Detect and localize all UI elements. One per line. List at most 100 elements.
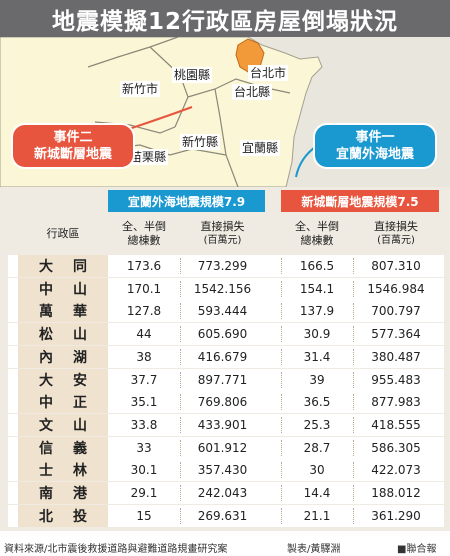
event1-callout: 事件一 宜蘭外海地震: [313, 123, 437, 169]
value-cell: 422.073: [371, 463, 421, 478]
value-cell: 166.5: [299, 259, 335, 273]
value-cell: 773.299: [197, 259, 248, 273]
column-header-label: 全、半倒: [295, 220, 339, 233]
column-divider: [281, 507, 282, 524]
table-row: 中正 35.1 769.806 36.5 877.983: [8, 391, 444, 414]
source-note: 資料來源/北市震後救援道路與避難道路規畫研究案: [4, 544, 228, 555]
table-row: 內湖 38 416.679 31.4 380.487: [8, 345, 444, 368]
column-divider: [353, 439, 354, 456]
value-cell: 807.310: [371, 259, 421, 273]
value-cell: 877.983: [371, 395, 421, 410]
column-divider: [353, 371, 354, 388]
value-cell: 25.3: [303, 417, 331, 432]
credit-note: 製表/黃驛淵: [287, 544, 341, 555]
table-row: 大安 37.7 897.771 39 955.483: [8, 368, 444, 391]
column-divider: [281, 348, 282, 365]
column-divider: [353, 462, 354, 479]
value-cell: 188.012: [371, 486, 421, 500]
value-cell: 1546.984: [367, 281, 425, 296]
footer: 資料來源/北市震後救援道路與避難道路規畫研究案 製表/黃驛淵 ■聯合報: [0, 536, 450, 556]
value-cell: 30: [309, 463, 325, 478]
map-label-hsinchu-county: 新竹縣: [180, 134, 221, 150]
value-cell: 15: [136, 508, 152, 523]
column-divider: [281, 439, 282, 456]
district-cell: 中山: [18, 277, 108, 300]
value-cell: 30.1: [130, 463, 158, 478]
column-divider: [180, 348, 181, 365]
column-header-sub: (百萬元): [377, 235, 415, 246]
map-label-hsinchu-city: 新竹市: [120, 81, 161, 97]
district-cell: 南港: [18, 482, 108, 504]
value-cell: 137.9: [299, 304, 335, 319]
event2-line2: 新城斷層地震: [33, 147, 112, 162]
map-panel: 桃園縣 台北市 新竹市 台北縣 新竹縣 宜蘭縣 苗栗縣 事件二 新城斷層地震 事…: [0, 37, 450, 187]
value-cell: 380.487: [371, 349, 421, 364]
value-cell: 38: [136, 349, 152, 364]
district-cell: 松山: [18, 323, 108, 346]
column-divider: [353, 280, 354, 297]
value-cell: 357.430: [197, 463, 248, 478]
value-cell: 14.4: [303, 486, 331, 500]
value-cell: 433.901: [197, 417, 248, 432]
damage-table: 宜蘭外海地震規模7.9 新城斷層地震規模7.5 行政區 全、半倒 總棟數 直接損…: [0, 187, 450, 531]
map-label-yilan: 宜蘭縣: [240, 140, 281, 156]
column-divider: [353, 348, 354, 365]
column-header-xincheng-loss: 直接損失 (百萬元): [353, 214, 439, 254]
column-header-sub: 總棟數: [300, 234, 334, 247]
column-header-label: 行政區: [46, 227, 80, 240]
value-cell: 700.797: [371, 304, 421, 319]
table-row: 北投 15 269.631 21.1 361.290: [8, 504, 444, 527]
value-cell: 242.043: [197, 486, 248, 500]
event2-callout: 事件二 新城斷層地震: [11, 123, 135, 169]
column-divider: [281, 462, 282, 479]
value-cell: 605.690: [197, 327, 248, 342]
table-row: 松山 44 605.690 30.9 577.364: [8, 323, 444, 346]
value-cell: 577.364: [371, 327, 421, 342]
district-cell: 萬華: [18, 300, 108, 323]
group-header-yilan: 宜蘭外海地震規模7.9: [108, 190, 265, 212]
district-cell: 士林: [18, 459, 108, 482]
value-cell: 29.1: [130, 486, 158, 500]
column-divider: [281, 303, 282, 320]
column-divider: [281, 280, 282, 297]
value-cell: 269.631: [197, 508, 248, 523]
column-divider: [180, 507, 181, 524]
event1-line2: 宜蘭外海地震: [335, 147, 414, 162]
value-cell: 35.1: [130, 395, 158, 410]
column-divider: [353, 416, 354, 433]
column-header-sub: (百萬元): [203, 235, 242, 246]
table-row: 萬華 127.8 593.444 137.9 700.797: [8, 300, 444, 323]
value-cell: 28.7: [303, 440, 331, 455]
column-divider: [180, 303, 181, 320]
column-header-xincheng-count: 全、半倒 總棟數: [281, 214, 353, 254]
column-divider: [281, 371, 282, 388]
value-cell: 30.9: [303, 327, 331, 342]
map-label-taipei-city: 台北市: [248, 65, 289, 81]
value-cell: 31.4: [303, 349, 331, 364]
district-cell: 內湖: [18, 345, 108, 368]
column-divider: [180, 326, 181, 343]
value-cell: 416.679: [197, 349, 248, 364]
column-divider: [281, 485, 282, 501]
value-cell: 1542.156: [193, 281, 252, 296]
table-row: 南港 29.1 242.043 14.4 188.012: [8, 482, 444, 504]
column-divider: [353, 485, 354, 501]
column-header-district: 行政區: [18, 214, 108, 254]
district-cell: 中正: [18, 391, 108, 414]
column-divider: [353, 394, 354, 411]
district-cell: 文山: [18, 413, 108, 436]
district-cell: 信義: [18, 436, 108, 459]
column-divider: [180, 371, 181, 388]
value-cell: 418.555: [371, 417, 421, 432]
event2-line1: 事件二: [53, 130, 93, 145]
table-row: 信義 33 601.912 28.7 586.305: [8, 436, 444, 459]
table-row: 中山 170.1 1542.156 154.1 1546.984: [8, 277, 444, 300]
column-divider: [353, 507, 354, 524]
column-divider: [180, 462, 181, 479]
event1-line1: 事件一: [355, 130, 395, 145]
map-label-taipei-county: 台北縣: [232, 84, 273, 100]
value-cell: 44: [136, 327, 152, 342]
column-divider: [281, 326, 282, 343]
column-header-yilan-count: 全、半倒 總棟數: [108, 214, 180, 254]
column-divider: [281, 416, 282, 433]
